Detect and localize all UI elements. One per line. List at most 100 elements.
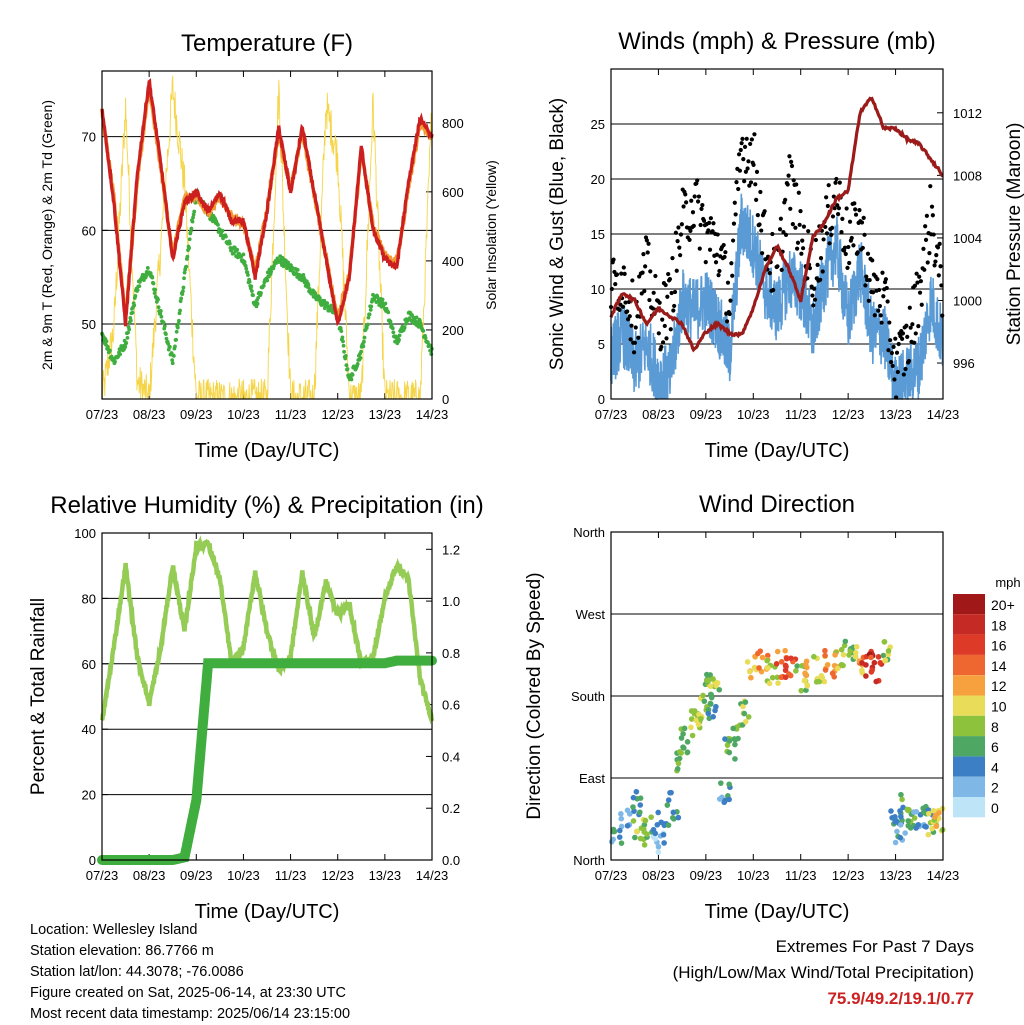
dewpoint-point: [156, 305, 161, 310]
direction-point: [705, 710, 712, 717]
gust-point: [885, 299, 890, 304]
dewpoint-point: [340, 335, 345, 340]
direction-point: [681, 745, 687, 751]
gust-point: [612, 269, 617, 275]
direction-point: [925, 810, 932, 817]
gust-point: [668, 327, 673, 332]
gust-point: [743, 169, 748, 174]
direction-point: [732, 741, 738, 748]
dewpoint-point: [247, 279, 252, 284]
speed-legend-swatch: [953, 797, 985, 818]
dewpoint-point: [322, 298, 327, 303]
dewpoint-point: [249, 284, 254, 289]
gust-point: [829, 232, 834, 237]
gust-point: [893, 336, 898, 341]
station-location: Location: Wellesley Island: [30, 922, 198, 938]
gust-point: [628, 337, 633, 342]
gust-point: [619, 271, 624, 276]
direction-point: [670, 809, 677, 816]
dewpoint-point: [174, 337, 179, 342]
dewpoint-series: [100, 188, 434, 382]
dewpoint-point: [325, 301, 330, 306]
direction-point: [932, 814, 938, 820]
direction-xtick-label: 11/23: [785, 868, 817, 883]
gust-point: [849, 235, 854, 241]
gust-point: [917, 290, 923, 295]
direction-point: [774, 648, 781, 655]
gust-point: [891, 344, 896, 349]
gust-point: [675, 239, 680, 244]
speed-legend: mph 20+ 18 16 14 12 10 8 6 4 2 0: [953, 575, 1021, 818]
gust-point: [673, 230, 678, 235]
direction-point: [726, 738, 733, 744]
dewpoint-point: [108, 348, 112, 353]
winds-ytick-label: 15: [591, 227, 605, 242]
gust-point: [934, 252, 939, 258]
humidity-xtick-label: 11/23: [275, 868, 307, 883]
direction-point: [873, 678, 879, 685]
gust-point: [620, 304, 626, 309]
dewpoint-point: [184, 264, 189, 269]
gust-point: [699, 206, 704, 211]
gust-point: [632, 340, 638, 345]
temperature-xlabel: Time (Day/UTC): [195, 440, 340, 462]
direction-point: [624, 822, 631, 829]
dewpoint-point: [162, 324, 167, 329]
direction-point: [822, 647, 828, 654]
direction-point: [804, 683, 811, 689]
winds-xtick-label: 13/23: [879, 407, 912, 422]
gust-point: [747, 183, 752, 188]
gust-point: [621, 265, 626, 270]
gust-point: [721, 242, 726, 248]
gust-point: [800, 238, 805, 243]
temperature-title: Temperature (F): [181, 30, 353, 57]
figure-created: Figure created on Sat, 2025-06-14, at 23…: [30, 985, 346, 1001]
gust-point: [847, 260, 852, 266]
gust-point: [660, 340, 666, 345]
gust-point: [843, 251, 848, 257]
winds-ytick2-label: 1008: [953, 168, 982, 183]
gust-point: [725, 280, 731, 285]
direction-point: [892, 839, 899, 846]
speed-legend-label: 20+: [991, 597, 1015, 613]
direction-point: [885, 648, 892, 654]
gust-point: [842, 245, 848, 250]
temperature-ylabel: 2m & 9m T (Red, Orange) & 2m Td (Green): [39, 100, 55, 370]
dewpoint-point: [104, 339, 109, 344]
gust-point: [771, 287, 776, 293]
temperature-xtick-label: 13/23: [369, 407, 402, 422]
direction-point: [640, 826, 647, 833]
direction-point: [769, 674, 776, 681]
extremes-subtitle: (High/Low/Max Wind/Total Precipitation): [672, 963, 974, 982]
gust-point: [859, 220, 865, 225]
gust-point: [931, 232, 936, 237]
temperature-panel: Temperature (F) 07/23 08/23 09/23 10/23 11/23…: [39, 30, 499, 462]
gust-point: [834, 176, 839, 182]
direction-point: [718, 780, 724, 786]
gust-point: [727, 311, 732, 317]
direction-point: [641, 822, 648, 828]
gust-point: [923, 237, 929, 242]
direction-point: [684, 739, 691, 745]
dewpoint-point: [402, 325, 407, 330]
temp-2m-line: [100, 78, 434, 327]
speed-legend-label: 8: [991, 719, 999, 735]
gust-point: [801, 224, 807, 229]
dewpoint-point: [365, 322, 370, 327]
direction-point: [765, 665, 771, 671]
gust-point: [847, 219, 853, 224]
dewpoint-point: [190, 219, 195, 224]
dewpoint-point: [178, 299, 183, 304]
gust-point: [751, 162, 756, 167]
direction-point: [630, 794, 637, 801]
gust-point: [691, 223, 696, 228]
dewpoint-point: [391, 330, 396, 335]
dewpoint-point: [359, 349, 363, 354]
direction-point: [902, 830, 908, 836]
gust-point: [876, 308, 881, 313]
gust-point: [713, 260, 719, 265]
direction-border: [610, 531, 944, 861]
gust-point: [853, 207, 858, 212]
gust-point: [627, 314, 632, 319]
dewpoint-point: [421, 328, 426, 333]
